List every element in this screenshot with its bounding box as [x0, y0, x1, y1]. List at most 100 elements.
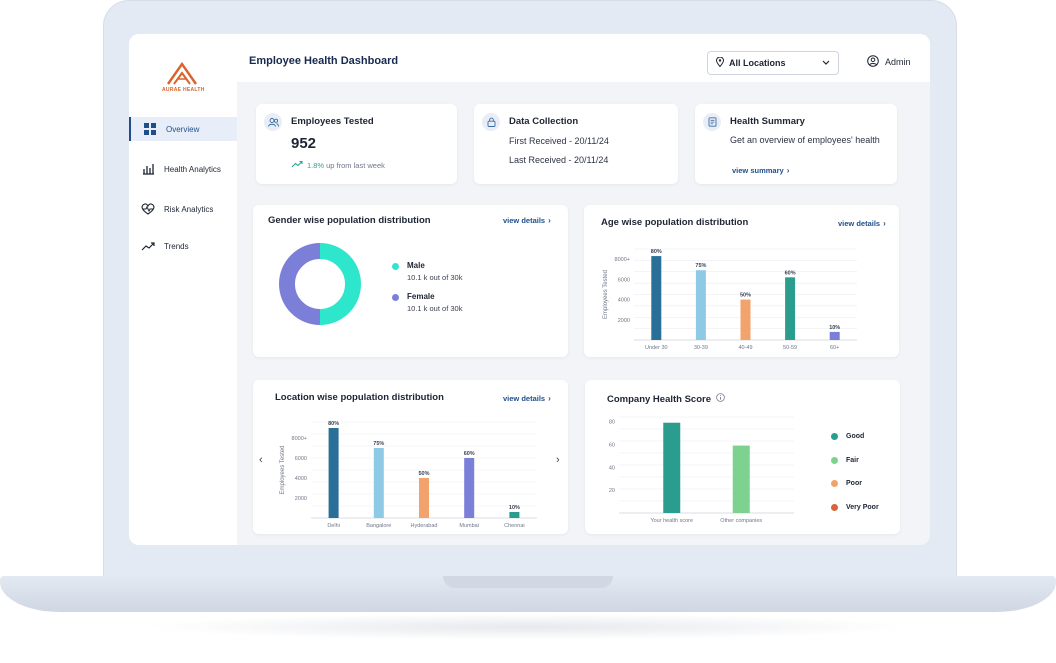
location-distribution-card: Location wise population distribution vi… — [253, 380, 568, 534]
info-icon[interactable] — [716, 393, 725, 405]
employees-tested-value: 952 — [291, 135, 317, 152]
trend-up-icon — [291, 160, 303, 170]
location-bar-chart: Employees Tested 2000 4000 6000 8000+ 80% Delh… — [280, 421, 537, 529]
legend-item-male: Male 10.1 k out of 30k — [392, 261, 462, 282]
legend-sub: 10.1 k out of 30k — [407, 304, 463, 313]
card-title: Company Health Score — [607, 393, 711, 405]
sidebar-item-trends[interactable]: Trends — [129, 234, 237, 258]
y-tick-label: 4000 — [295, 476, 307, 482]
view-details-link[interactable]: view details › — [503, 216, 551, 225]
bar-other-companies — [732, 445, 750, 513]
chevron-down-icon — [822, 58, 830, 68]
company-health-score-card: Company Health Score 20 40 60 80 Your health… — [585, 380, 900, 534]
age-bar-chart: Employees Tested 2000 4000 6000 8000+ 80% Unde… — [603, 248, 857, 351]
legend-swatch — [831, 480, 838, 488]
chevron-right-icon: › — [548, 394, 551, 403]
y-tick-label: 40 — [609, 465, 615, 471]
sidebar-item-overview[interactable]: Overview — [129, 117, 237, 141]
header-bar: Employee Health Dashboard All Locations … — [237, 34, 930, 82]
legend-sub: 10.1 k out of 30k — [407, 273, 463, 282]
view-details-link[interactable]: view details › — [838, 219, 886, 228]
data-label: 10% — [829, 325, 840, 331]
legend-item-female: Female 10.1 k out of 30k — [392, 292, 462, 313]
legend-swatch — [831, 456, 838, 464]
x-tick-label: Hyderabad — [411, 523, 438, 529]
chevron-right-icon: › — [786, 166, 790, 175]
y-tick-label: 4000 — [618, 298, 630, 304]
lock-icon — [482, 113, 500, 131]
card-title: Age wise population distribution — [601, 217, 749, 228]
view-details-link[interactable]: view details › — [503, 394, 551, 403]
legend-label: Male — [407, 261, 425, 270]
bar-chart-icon — [141, 162, 155, 176]
trend-up-icon — [141, 239, 155, 253]
sidebar-item-health-analytics[interactable]: Health Analytics — [129, 157, 237, 181]
legend-item-poor: Poor — [831, 472, 879, 496]
heartbeat-icon — [141, 202, 155, 216]
user-name: Admin — [885, 57, 911, 67]
summary-text: Get an overview of employees' health — [730, 135, 880, 145]
view-summary-link[interactable]: view summary › — [732, 166, 789, 175]
sidebar-item-label: Risk Analytics — [164, 204, 214, 214]
chevron-right-icon: › — [548, 216, 551, 225]
sidebar: AURAE HEALTH Overview Health Analytics R… — [129, 34, 237, 545]
link-label: view details — [838, 219, 881, 228]
first-received: First Received - 20/11/24 — [509, 136, 609, 146]
chevron-left-icon[interactable]: ‹ — [259, 454, 263, 466]
bar-bangalore — [373, 448, 384, 518]
data-label: 50% — [418, 471, 429, 477]
x-tick-label: 30-39 — [694, 345, 708, 351]
legend-swatch — [392, 263, 399, 270]
legend-item-good: Good — [831, 425, 879, 449]
location-select-value: All Locations — [729, 58, 786, 68]
laptop-notch — [443, 576, 613, 588]
sidebar-item-label: Health Analytics — [164, 164, 221, 174]
chevron-right-icon[interactable]: › — [556, 454, 560, 466]
user-menu[interactable]: Admin — [867, 55, 911, 69]
y-axis-label: Employees Tested — [603, 270, 609, 319]
laptop-shadow — [140, 614, 916, 640]
data-label: 60% — [464, 451, 475, 457]
legend-label: Poor — [846, 480, 862, 488]
trend-text: up from last week — [326, 160, 385, 170]
bar-30-39 — [695, 270, 706, 340]
donut-slice-male — [319, 243, 361, 325]
trend-percent: 1.8% — [307, 160, 325, 170]
health-score-bar-chart: 20 40 60 80 Your health score Other companies — [609, 416, 794, 524]
page-title: Employee Health Dashboard — [249, 55, 399, 67]
card-title: Location wise population distribution — [275, 392, 444, 403]
data-label: 75% — [373, 441, 384, 447]
x-tick-label: Your health score — [650, 518, 693, 524]
data-label: 50% — [740, 293, 751, 299]
bar-60- — [829, 331, 840, 340]
age-distribution-card: Age wise population distribution view de… — [584, 205, 899, 357]
stat-title: Health Summary — [730, 116, 805, 127]
data-label: 60% — [785, 270, 796, 276]
user-icon — [867, 55, 879, 69]
y-tick-label: 2000 — [618, 318, 630, 324]
legend-item-very-poor: Very Poor — [831, 496, 879, 520]
brand-logo[interactable]: AURAE HEALTH — [162, 62, 204, 93]
y-tick-label: 60 — [609, 442, 615, 448]
sidebar-item-label: Overview — [166, 124, 200, 134]
location-select[interactable]: All Locations — [707, 51, 839, 75]
employees-tested-card: Employees Tested 952 1.8% up from last w… — [256, 104, 457, 184]
data-label: 80% — [328, 421, 339, 427]
y-axis-label: Employees Tested — [280, 446, 286, 495]
location-pin-icon — [715, 56, 725, 69]
stat-title: Data Collection — [509, 116, 579, 127]
aurae-logo-icon — [167, 62, 197, 85]
sidebar-item-risk-analytics[interactable]: Risk Analytics — [129, 197, 237, 221]
link-label: view details — [503, 216, 546, 225]
donut-slice-female — [279, 243, 321, 325]
y-tick-label: 20 — [609, 488, 615, 494]
stat-title: Employees Tested — [291, 116, 374, 127]
y-tick-label: 8000+ — [292, 436, 307, 442]
legend-swatch — [831, 503, 838, 511]
legend-label: Fair — [846, 456, 859, 464]
bar-40-49 — [740, 299, 751, 340]
x-tick-label: 50-59 — [783, 345, 797, 351]
gender-donut-chart — [279, 243, 361, 325]
chevron-right-icon: › — [883, 219, 886, 228]
legend-swatch — [831, 433, 838, 441]
